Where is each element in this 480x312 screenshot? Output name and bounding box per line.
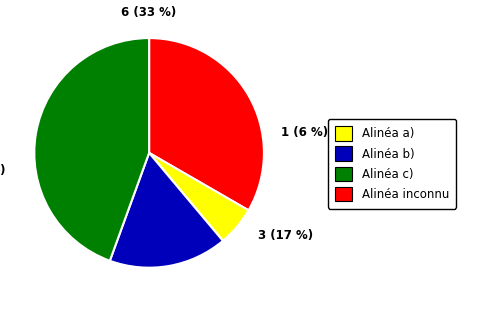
Legend: Alinéa a), Alinéa b), Alinéa c), Alinéa inconnu: Alinéa a), Alinéa b), Alinéa c), Alinéa … [327,119,456,208]
Wedge shape [109,153,222,268]
Wedge shape [34,38,149,261]
Text: 3 (17 %): 3 (17 %) [258,229,312,242]
Text: 1 (6 %): 1 (6 %) [281,126,327,139]
Text: 8 (44 %): 8 (44 %) [0,163,6,177]
Wedge shape [149,153,248,241]
Text: 6 (33 %): 6 (33 %) [121,6,176,19]
Wedge shape [149,38,264,210]
